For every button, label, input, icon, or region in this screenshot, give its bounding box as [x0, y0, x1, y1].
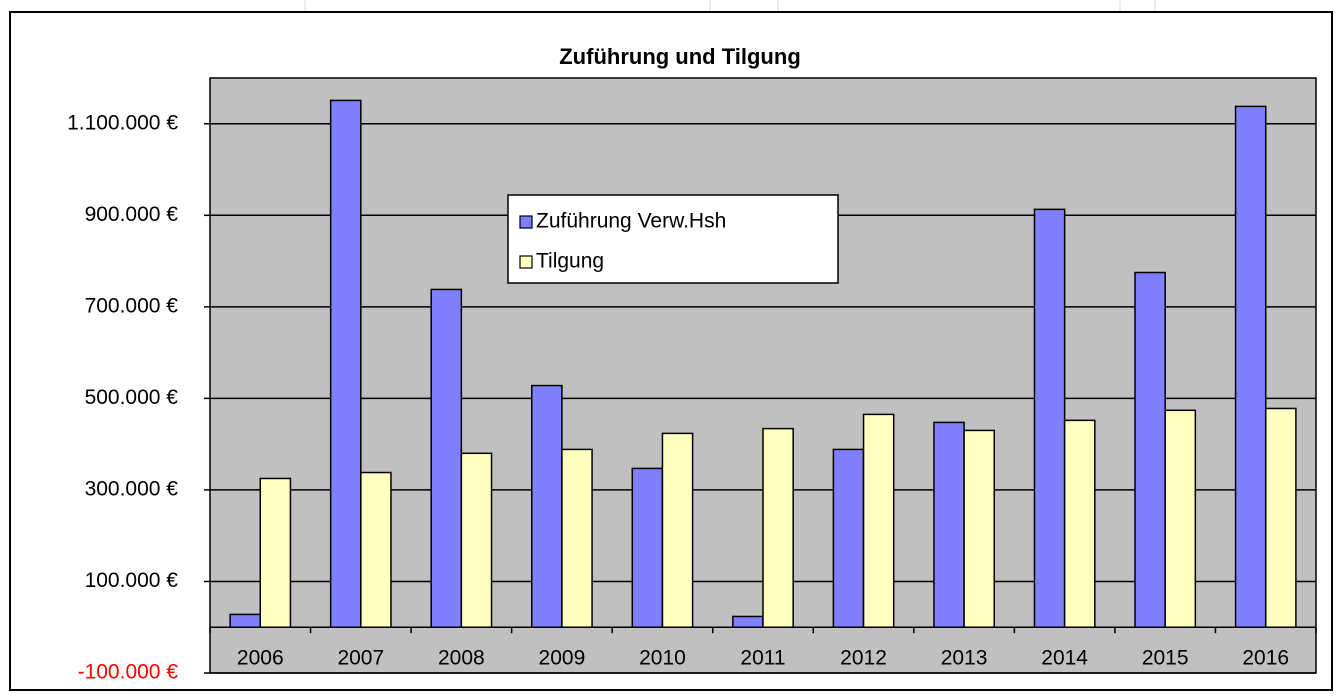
bar [732, 615, 764, 628]
sheet-grid [304, 0, 1156, 12]
legend-swatch [519, 255, 533, 269]
bar [259, 477, 292, 628]
x-tick-label: 2011 [740, 647, 785, 670]
bar [1033, 208, 1066, 628]
bar [360, 471, 392, 628]
bar [329, 99, 362, 628]
bar [430, 288, 463, 628]
legend-label: Tilgung [536, 250, 604, 273]
bar [832, 448, 865, 628]
bar [661, 432, 694, 628]
bar [933, 421, 965, 628]
y-tick-label: 300.000 € [85, 477, 179, 500]
x-tick-label: 2014 [1041, 647, 1088, 670]
bar [631, 467, 664, 628]
x-tick-label: 2015 [1142, 647, 1189, 670]
y-tick-label: 100.000 € [85, 569, 179, 592]
x-tick-label: 2013 [941, 647, 988, 670]
x-tick-label: 2006 [237, 647, 284, 670]
bar [1234, 105, 1267, 628]
x-tick-label: 2010 [639, 647, 686, 670]
x-tick-label: 2012 [840, 647, 887, 670]
chart-title: Zuführung und Tilgung [559, 44, 801, 69]
bar [762, 427, 794, 628]
bar [963, 429, 996, 628]
bar [1063, 419, 1096, 628]
bar [561, 448, 593, 628]
y-tick-label: 700.000 € [85, 294, 179, 317]
bar [460, 452, 493, 628]
bar [1164, 409, 1197, 628]
x-tick-label: 2016 [1242, 647, 1289, 670]
plot-border [209, 77, 1317, 674]
y-tick-label: -100.000 € [78, 661, 179, 684]
x-tick-label: 2009 [539, 647, 586, 670]
bar [1134, 271, 1166, 628]
y-tick-label: 1.100.000 € [67, 111, 178, 134]
y-tick-label: 500.000 € [85, 386, 179, 409]
legend: Zuführung Verw.Hsh Tilgung [507, 194, 839, 284]
x-tick-label: 2007 [337, 647, 384, 670]
bar [229, 613, 262, 628]
legend-swatch [519, 215, 533, 229]
bar [862, 413, 895, 628]
legend-box [507, 194, 839, 284]
legend-label: Zuführung Verw.Hsh [536, 210, 726, 233]
bar [1264, 407, 1297, 628]
y-tick-label: 900.000 € [85, 203, 179, 226]
x-tick-label: 2008 [438, 647, 485, 670]
bar [530, 384, 563, 628]
